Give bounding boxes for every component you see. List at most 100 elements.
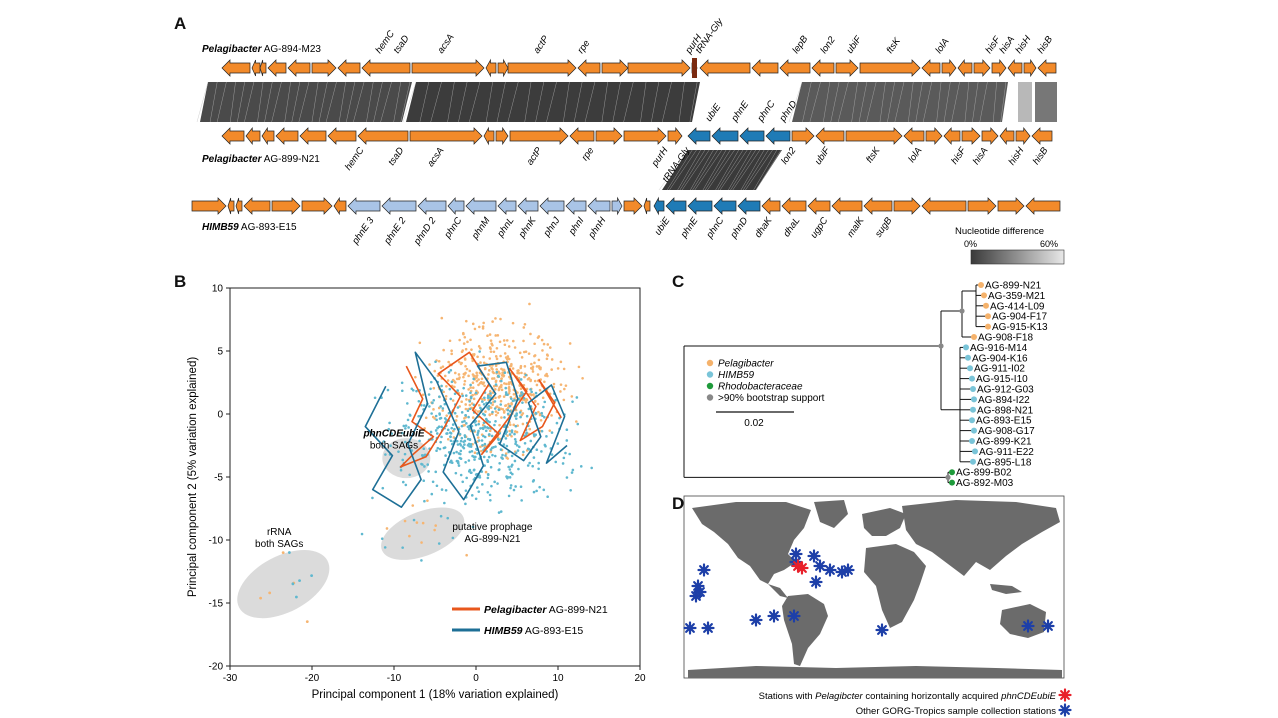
point-himb59	[496, 482, 499, 485]
point-pelagibacter	[460, 400, 463, 403]
point-himb59	[478, 476, 482, 479]
point-himb59	[481, 483, 484, 486]
point-himb59	[482, 455, 486, 459]
gene-arrow-row2-phn	[765, 127, 791, 145]
point-pelagibacter	[518, 351, 522, 355]
point-himb59	[464, 502, 467, 506]
genome-name-1: Pelagibacter AG-894-M23	[202, 44, 321, 55]
series-line	[364, 351, 568, 508]
point-himb59	[434, 470, 438, 474]
point-pelagibacter	[462, 375, 465, 379]
point-himb59	[477, 439, 481, 442]
point-himb59	[514, 417, 518, 420]
point-himb59	[555, 421, 559, 425]
point-himb59	[473, 458, 476, 461]
leaf-label: AG-892-M03	[956, 478, 1014, 489]
point-himb59	[439, 405, 443, 408]
gene-arrow-row2	[961, 127, 981, 145]
point-pelagibacter	[423, 427, 426, 430]
point-himb59	[408, 473, 411, 477]
gene-arrow-row3	[271, 197, 301, 215]
point-pelagibacter	[464, 364, 467, 368]
point-himb59	[503, 416, 506, 419]
leaf-dot	[970, 458, 976, 465]
point-rrna	[281, 551, 285, 555]
point-himb59	[512, 488, 516, 492]
point-himb59	[504, 437, 508, 440]
point-pelagibacter	[523, 375, 526, 379]
point-himb59	[498, 461, 501, 465]
point-himb59	[493, 400, 497, 403]
point-himb59	[576, 422, 580, 426]
point-himb59	[545, 435, 548, 438]
point-pelagibacter	[462, 332, 465, 336]
point-pelagibacter	[499, 317, 502, 321]
point-pelagibacter	[508, 423, 512, 427]
point-himb59	[506, 412, 510, 416]
point-himb59	[465, 422, 468, 425]
point-pelagibacter	[536, 373, 540, 376]
phylogenetic-tree: AG-899-N21AG-359-M21AG-414-L09AG-904-F17…	[683, 281, 1048, 489]
ellipse-phn	[382, 438, 431, 479]
gene-arrow-row3-phn-paralog	[565, 197, 587, 215]
point-himb59	[495, 370, 499, 374]
point-himb59	[534, 391, 538, 395]
gene-arrow-row1	[267, 59, 287, 77]
point-himb59	[373, 396, 377, 400]
station-blue	[823, 563, 837, 577]
x-tick-label: -10	[387, 673, 402, 684]
point-himb59	[454, 471, 458, 475]
point-himb59	[429, 387, 432, 391]
gene-label-row3: phnI	[566, 215, 586, 238]
point-rrna	[298, 579, 301, 583]
point-pelagibacter	[475, 371, 478, 375]
point-himb59	[440, 425, 444, 429]
point-pelagibacter	[564, 384, 568, 387]
leaf-dot	[969, 438, 975, 444]
station-blue	[701, 621, 715, 635]
point-himb59	[459, 443, 463, 447]
point-pelagibacter	[471, 386, 475, 389]
point-pelagibacter	[502, 339, 506, 342]
tree-legend-label: Rhodobacteraceae	[718, 382, 803, 393]
gene-arrow-row3	[921, 197, 967, 215]
point-pelagibacter	[511, 339, 515, 343]
leaf-dot	[949, 479, 955, 486]
point-himb59	[453, 411, 457, 415]
legend-title: Nucleotide difference	[955, 226, 1044, 237]
point-himb59	[404, 483, 408, 487]
point-pelagibacter	[444, 394, 448, 398]
leaf-dot	[969, 417, 975, 424]
point-pelagibacter	[465, 398, 468, 401]
point-pelagibacter	[559, 360, 563, 364]
point-pelagibacter	[447, 360, 450, 364]
station-red	[791, 559, 805, 573]
point-himb59	[514, 424, 518, 428]
gene-label-row3: sugB	[873, 215, 895, 240]
point-pelagibacter	[443, 374, 447, 378]
point-himb59	[455, 450, 458, 454]
point-himb59	[496, 374, 500, 378]
gene-label-row2-bottom: hisF	[949, 144, 969, 166]
point-outlier	[451, 536, 455, 540]
gene-arrow-row2	[483, 126, 495, 146]
land-australia	[1000, 604, 1046, 638]
point-pelagibacter	[570, 395, 574, 398]
gene-arrow-row2	[327, 127, 357, 145]
point-himb59	[406, 402, 409, 405]
gene-arrow-row3	[831, 197, 863, 215]
point-himb59	[437, 425, 441, 428]
panel-b-letter: B	[174, 272, 187, 291]
leaf-dot	[965, 354, 971, 361]
point-pelagibacter	[433, 369, 437, 373]
gene-arrow-row1	[751, 59, 779, 77]
point-himb59	[438, 395, 441, 398]
station-blue	[875, 623, 889, 637]
point-himb59	[532, 456, 536, 459]
point-himb59	[463, 439, 467, 443]
point-himb59	[472, 468, 476, 472]
annotation-phn: phnCDEubiE both SAGs	[362, 429, 424, 452]
gene-arrow-row3	[893, 197, 921, 215]
gene-label-row2-bottom: ubiF	[813, 144, 833, 166]
point-himb59	[493, 480, 496, 484]
